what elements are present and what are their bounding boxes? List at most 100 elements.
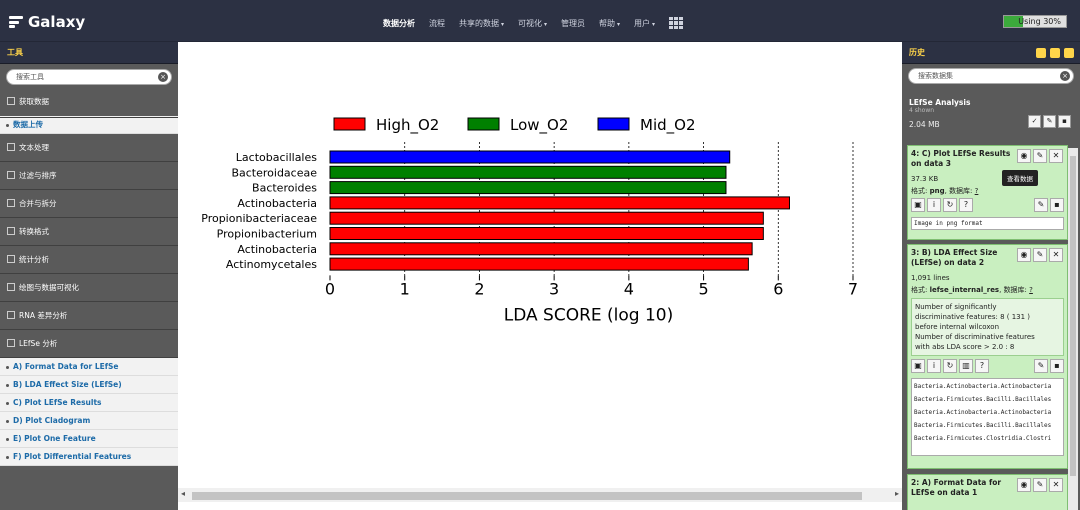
- scroll-right-icon[interactable]: ▸: [894, 489, 899, 498]
- save-icon[interactable]: ▣: [911, 198, 925, 212]
- nav-item-4[interactable]: 管理员: [561, 18, 585, 29]
- history-scrollbar[interactable]: [1068, 148, 1078, 510]
- comment-icon[interactable]: ▪: [1050, 359, 1064, 373]
- tool-link-label: D) Plot Cladogram: [13, 416, 91, 425]
- tool-section-2[interactable]: 合并与拆分: [0, 190, 178, 218]
- section-toggle-icon: [7, 97, 15, 105]
- bar-6: [329, 242, 753, 256]
- dataset-title[interactable]: 3: B) LDA Effect Size (LEfSe) on data 2: [911, 248, 998, 267]
- brand[interactable]: Galaxy: [9, 12, 85, 32]
- help-icon[interactable]: ?: [975, 359, 989, 373]
- db-value[interactable]: ?: [974, 187, 979, 195]
- info-icon[interactable]: i: [927, 359, 941, 373]
- lefse-tool-link[interactable]: B) LDA Effect Size (LEfSe): [0, 376, 178, 394]
- tool-section-0[interactable]: 文本处理: [0, 134, 178, 162]
- dataset-title[interactable]: 2: A) Format Data for LEfSe on data 1: [911, 478, 1002, 497]
- eye-icon[interactable]: ◉: [1017, 149, 1031, 163]
- eye-icon[interactable]: ◉: [1017, 248, 1031, 262]
- scrollbar-thumb[interactable]: [1070, 156, 1076, 476]
- section-label: 获取数据: [19, 97, 49, 106]
- tags-icon[interactable]: ✎: [1034, 198, 1048, 212]
- select-items-icon[interactable]: ✓: [1028, 115, 1041, 128]
- galaxy-logo-icon: [9, 16, 23, 28]
- chevron-down-icon: ▾: [501, 20, 505, 28]
- history-dataset-3[interactable]: 3: B) LDA Effect Size (LEfSe) on data 2 …: [907, 244, 1068, 469]
- delete-icon[interactable]: ✕: [1049, 478, 1063, 492]
- tool-search-input[interactable]: 搜索工具 ×: [6, 69, 172, 85]
- dataset-title[interactable]: 4: C) Plot LEfSe Results on data 3: [911, 149, 1011, 168]
- clear-search-icon[interactable]: ×: [1060, 71, 1070, 81]
- delete-icon[interactable]: ✕: [1049, 248, 1063, 262]
- delete-icon[interactable]: ✕: [1049, 149, 1063, 163]
- nav-item-5[interactable]: 帮助 ▾: [599, 18, 620, 29]
- lefse-tool-link[interactable]: C) Plot LEfSe Results: [0, 394, 178, 412]
- x-tick-label: 1: [400, 279, 410, 298]
- tool-section-1[interactable]: 过滤与排序: [0, 162, 178, 190]
- columns-icon[interactable]: [1064, 48, 1074, 58]
- tool-section-5[interactable]: 绘图与数据可视化: [0, 274, 178, 302]
- section-get-data[interactable]: 获取数据: [0, 94, 178, 118]
- scrollbar-thumb[interactable]: [192, 492, 862, 500]
- quota-fill: [1004, 16, 1023, 27]
- nav-item-6[interactable]: 用户 ▾: [634, 18, 655, 29]
- eye-icon[interactable]: ◉: [1017, 478, 1031, 492]
- lefse-tool-link[interactable]: F) Plot Differential Features: [0, 448, 178, 466]
- x-axis-label: LDA SCORE (log 10): [504, 305, 674, 325]
- info-line: before internal wilcoxon: [915, 323, 1000, 331]
- pencil-icon[interactable]: ✎: [1033, 478, 1047, 492]
- section-label: 统计分析: [19, 255, 49, 264]
- tool-link-label: B) LDA Effect Size (LEfSe): [13, 380, 122, 389]
- tags-icon[interactable]: ✎: [1034, 359, 1048, 373]
- lefse-tool-link[interactable]: E) Plot One Feature: [0, 430, 178, 448]
- apps-grid-icon[interactable]: [669, 17, 684, 29]
- dataset-action-row: ▣ i ↻ ? ✎ ▪: [911, 198, 1064, 214]
- nav-item-0[interactable]: 数据分析: [383, 18, 415, 29]
- tags-icon[interactable]: ✎: [1043, 115, 1056, 128]
- nav-item-3[interactable]: 可视化 ▾: [518, 18, 547, 29]
- history-dataset-4[interactable]: 4: C) Plot LEfSe Results on data 3 ◉ ✎ ✕…: [907, 145, 1068, 240]
- tool-panel-header: 工具: [0, 42, 178, 64]
- info-line: with abs LDA score > 2.0 : 8: [915, 343, 1015, 351]
- peek-row: Bacteria.Firmicutes.Clostridia.Clostri: [914, 435, 1052, 442]
- section-label: 过滤与排序: [19, 171, 57, 180]
- legend-label: Mid_O2: [640, 116, 695, 135]
- gear-icon[interactable]: [1050, 48, 1060, 58]
- tool-section-4[interactable]: 统计分析: [0, 246, 178, 274]
- comment-icon[interactable]: ▪: [1050, 198, 1064, 212]
- horizontal-scrollbar[interactable]: ◂ ▸: [178, 488, 902, 502]
- visualize-icon[interactable]: ▥: [959, 359, 973, 373]
- tool-sections: 文本处理过滤与排序合并与拆分 转换格式统计分析绘图与数据可视化 RNA 差异分析 LE…: [0, 134, 178, 358]
- nav-item-1[interactable]: 流程: [429, 18, 445, 29]
- db-value[interactable]: ?: [1029, 286, 1033, 294]
- help-icon[interactable]: ?: [959, 198, 973, 212]
- refresh-icon[interactable]: [1036, 48, 1046, 58]
- history-name[interactable]: LEfSe Analysis: [909, 98, 971, 107]
- save-icon[interactable]: ▣: [911, 359, 925, 373]
- lefse-tool-link[interactable]: A) Format Data for LEfSe: [0, 358, 178, 376]
- brand-name: Galaxy: [28, 13, 86, 31]
- scroll-left-icon[interactable]: ◂: [181, 489, 186, 498]
- tool-section-7[interactable]: LEfSe 分析: [0, 330, 178, 358]
- pencil-icon[interactable]: ✎: [1033, 248, 1047, 262]
- x-tick-label: 0: [325, 279, 335, 298]
- annotation-icon[interactable]: ▪: [1058, 115, 1071, 128]
- history-dataset-2[interactable]: 2: A) Format Data for LEfSe on data 1 ◉ …: [907, 474, 1068, 510]
- dataset-lines: 1,091 lines: [911, 274, 950, 282]
- pencil-icon[interactable]: ✎: [1033, 149, 1047, 163]
- history-search-input[interactable]: 搜索数据集 ×: [908, 68, 1074, 84]
- bar-2: [329, 181, 727, 195]
- rerun-icon[interactable]: ↻: [943, 198, 957, 212]
- info-icon[interactable]: i: [927, 198, 941, 212]
- tool-link-upload[interactable]: 数据上传: [0, 116, 178, 134]
- tool-section-3[interactable]: 转换格式: [0, 218, 178, 246]
- legend-swatch: [597, 117, 630, 131]
- clear-search-icon[interactable]: ×: [158, 72, 168, 82]
- nav-item-2[interactable]: 共享的数据 ▾: [459, 18, 504, 29]
- quota-label: Using 30%: [1018, 17, 1061, 26]
- quota-meter[interactable]: Using 30%: [1003, 15, 1067, 28]
- lefse-tool-link[interactable]: D) Plot Cladogram: [0, 412, 178, 430]
- section-label: 文本处理: [19, 143, 49, 152]
- rerun-icon[interactable]: ↻: [943, 359, 957, 373]
- section-label: LEfSe 分析: [19, 339, 58, 348]
- tool-section-6[interactable]: RNA 差异分析: [0, 302, 178, 330]
